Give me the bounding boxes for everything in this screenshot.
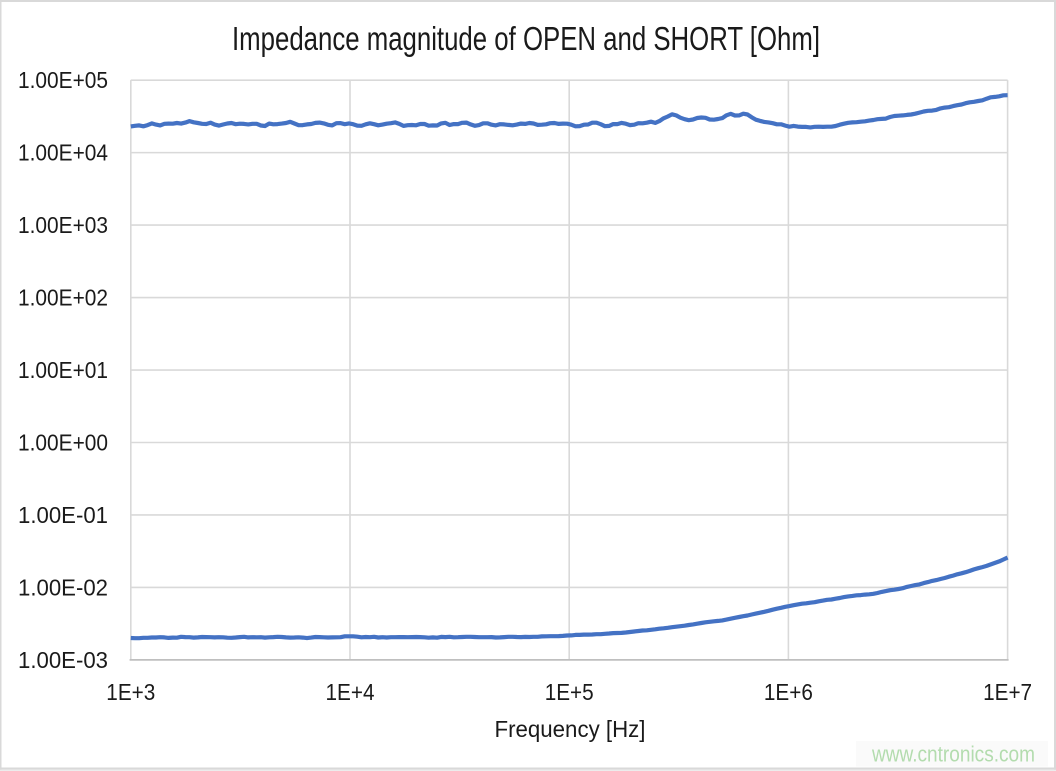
svg-text:1.00E+01: 1.00E+01: [18, 357, 108, 383]
svg-text:1E+5: 1E+5: [545, 679, 594, 705]
svg-text:1E+6: 1E+6: [764, 679, 813, 705]
svg-text:1.00E+04: 1.00E+04: [18, 140, 108, 166]
svg-text:1E+4: 1E+4: [326, 679, 375, 705]
svg-text:1.00E+03: 1.00E+03: [18, 212, 108, 238]
svg-text:1E+3: 1E+3: [106, 679, 155, 705]
svg-text:Impedance magnitude of OPEN an: Impedance magnitude of OPEN and SHORT [O…: [232, 20, 820, 57]
svg-text:1.00E+00: 1.00E+00: [18, 430, 108, 456]
svg-text:1.00E-02: 1.00E-02: [18, 574, 108, 600]
svg-text:1.00E-01: 1.00E-01: [18, 502, 108, 528]
svg-text:1.00E+02: 1.00E+02: [18, 285, 108, 311]
svg-text:1.00E+05: 1.00E+05: [18, 67, 108, 93]
svg-text:Frequency [Hz]: Frequency [Hz]: [495, 716, 646, 742]
svg-text:www.cntronics.com: www.cntronics.com: [871, 742, 1035, 767]
svg-text:1.00E-03: 1.00E-03: [18, 647, 108, 673]
svg-text:1E+7: 1E+7: [983, 679, 1032, 705]
